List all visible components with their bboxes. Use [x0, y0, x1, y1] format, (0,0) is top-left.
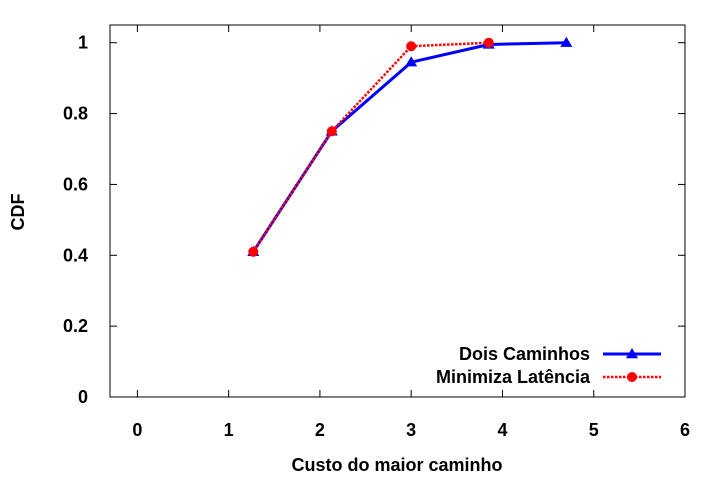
y-axis-ticks: 0 0.2 0.4 0.6 0.8 1: [63, 33, 685, 407]
series-markers: [247, 36, 573, 257]
x-tick-label: 0: [132, 420, 142, 440]
legend-marker: [626, 348, 638, 359]
y-tick-label: 0.4: [63, 245, 88, 265]
y-tick-label: 0.6: [63, 174, 88, 194]
data-point-series-1: [406, 41, 417, 52]
x-tick-label: 6: [680, 420, 690, 440]
plot-frame: [109, 24, 686, 398]
data-point-series-1: [326, 126, 337, 137]
data-point-series-0: [560, 36, 573, 47]
series-lines: [252, 41, 567, 253]
x-tick-label: 2: [315, 420, 325, 440]
x-tick-label: 5: [589, 420, 599, 440]
series-line-0: [252, 41, 567, 253]
data-point-series-1: [483, 37, 494, 48]
data-point-series-0: [405, 56, 418, 67]
legend-marker: [627, 372, 637, 382]
x-tick-label: 1: [224, 420, 234, 440]
plot-frame-group: [109, 24, 686, 398]
y-tick-label: 1: [78, 33, 88, 53]
y-tick-label: 0.2: [63, 316, 88, 336]
y-tick-label: 0.8: [63, 104, 88, 124]
x-axis-title: Custo do maior caminho: [291, 455, 502, 475]
x-axis-ticks: 0 1 2 3 4 5 6: [132, 25, 690, 440]
legend-label: Dois Caminhos: [459, 344, 590, 364]
x-tick-label: 3: [406, 420, 416, 440]
y-axis-title: CDF: [8, 194, 28, 231]
series-line-1: [252, 41, 489, 253]
legend: Dois Caminhos Minimiza Latência: [436, 344, 661, 387]
data-point-series-1: [248, 246, 259, 257]
legend-label: Minimiza Latência: [436, 367, 591, 387]
y-tick-label: 0: [78, 387, 88, 407]
x-tick-label: 4: [497, 420, 507, 440]
